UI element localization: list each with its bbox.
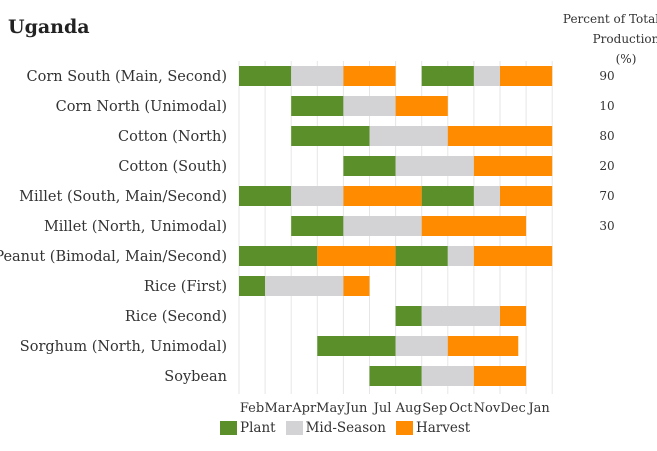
legend: Plant Mid-Season Harvest	[220, 420, 480, 436]
bar-segment-mid	[395, 336, 448, 356]
bar-segment-harvest	[500, 186, 553, 206]
category-label: Peanut (Bimodal, Main/Second)	[0, 249, 227, 265]
bar-segment-harvest	[395, 96, 448, 116]
percent-value: 70	[599, 189, 614, 203]
month-tick-label: Aug	[395, 401, 422, 416]
category-labels: Corn South (Main, Second) Corn North (Uni…	[0, 69, 227, 385]
bar-segment-mid	[473, 186, 500, 206]
percent-header-line1: Percent of Total	[562, 12, 657, 26]
month-tick-label: Nov	[474, 401, 501, 416]
month-tick-label: Feb	[240, 401, 264, 416]
percent-value: 80	[599, 129, 614, 143]
category-label: Soybean	[164, 369, 227, 385]
month-tick-label: Apr	[291, 401, 317, 416]
bars-group	[239, 66, 553, 386]
bar-segment-mid	[395, 156, 474, 176]
bar-segment-harvest	[343, 276, 370, 296]
bar-segment-mid	[421, 366, 474, 386]
bar-segment-plant	[421, 186, 474, 206]
bar-segment-plant	[369, 366, 422, 386]
bar-segment-harvest	[500, 66, 553, 86]
bar-segment-harvest	[500, 306, 527, 326]
bar-segment-plant	[239, 66, 292, 86]
bar-segment-plant	[395, 246, 448, 266]
month-tick-label: May	[316, 401, 345, 416]
legend-label: Mid-Season	[305, 420, 386, 436]
bar-segment-mid	[447, 246, 474, 266]
bar-segment-mid	[343, 216, 422, 236]
category-label: Millet (North, Unimodal)	[44, 219, 227, 235]
bar-segment-plant	[317, 336, 396, 356]
bar-segment-plant	[239, 246, 318, 266]
category-label: Cotton (North)	[118, 129, 227, 145]
month-tick-label: Jan	[526, 401, 550, 416]
bar-segment-plant	[291, 216, 344, 236]
percent-value: 90	[599, 69, 614, 83]
legend-swatch-harvest	[395, 421, 413, 435]
category-label: Millet (South, Main/Second)	[19, 189, 227, 205]
legend-label: Plant	[240, 420, 276, 436]
percent-header: Percent of Total Production (%)	[556, 9, 657, 69]
month-tick-label: Jul	[372, 401, 392, 416]
bar-segment-mid	[291, 186, 344, 206]
percent-value: 10	[599, 99, 614, 113]
percent-value: 30	[599, 219, 614, 233]
bar-segment-plant	[421, 66, 474, 86]
bar-segment-harvest	[421, 216, 527, 236]
bar-segment-plant	[395, 306, 422, 326]
bar-segment-mid	[473, 66, 500, 86]
legend-item-plant: Plant	[220, 420, 276, 436]
bar-segment-mid	[343, 96, 396, 116]
category-label: Sorghum (North, Unimodal)	[20, 339, 227, 355]
bar-segment-harvest	[317, 246, 396, 266]
bar-segment-harvest	[473, 156, 553, 176]
legend-label: Harvest	[415, 420, 471, 436]
chart-title: Uganda	[8, 16, 90, 38]
percent-value: 20	[599, 159, 614, 173]
bar-segment-mid	[369, 126, 448, 146]
bar-segment-harvest	[447, 336, 519, 356]
bar-segment-harvest	[343, 186, 422, 206]
legend-item-harvest: Harvest	[395, 420, 471, 436]
category-label: Rice (Second)	[125, 309, 227, 325]
month-labels: Feb Mar Apr May Jun Jul Aug Sep Oct Nov Dec Jan	[240, 401, 551, 416]
legend-swatch-plant	[220, 421, 237, 435]
month-tick-label: Jun	[343, 401, 368, 416]
month-tick-label: Mar	[265, 401, 293, 416]
bar-segment-harvest	[343, 66, 396, 86]
bar-segment-harvest	[447, 126, 553, 146]
bar-segment-mid	[421, 306, 500, 326]
legend-item-mid: Mid-Season	[285, 420, 386, 436]
bar-segment-mid	[265, 276, 344, 296]
month-tick-label: Oct	[449, 401, 473, 416]
percent-values: 90 10 80 20 70 30	[599, 69, 614, 233]
category-label: Corn South (Main, Second)	[27, 69, 227, 85]
bar-segment-plant	[239, 276, 266, 296]
bar-segment-plant	[239, 186, 292, 206]
bar-segment-harvest	[473, 366, 527, 386]
bar-segment-plant	[291, 126, 370, 146]
category-label: Cotton (South)	[118, 159, 227, 175]
bar-segment-harvest	[473, 246, 553, 266]
category-label: Rice (First)	[144, 279, 227, 295]
bar-segment-mid	[291, 66, 344, 86]
bar-segment-plant	[343, 156, 396, 176]
category-label: Corn North (Unimodal)	[56, 99, 227, 115]
month-tick-label: Sep	[422, 401, 447, 416]
legend-swatch-mid	[285, 421, 303, 435]
bar-segment-plant	[291, 96, 344, 116]
percent-header-line2: Production (%)	[592, 32, 657, 66]
month-tick-label: Dec	[500, 401, 525, 416]
